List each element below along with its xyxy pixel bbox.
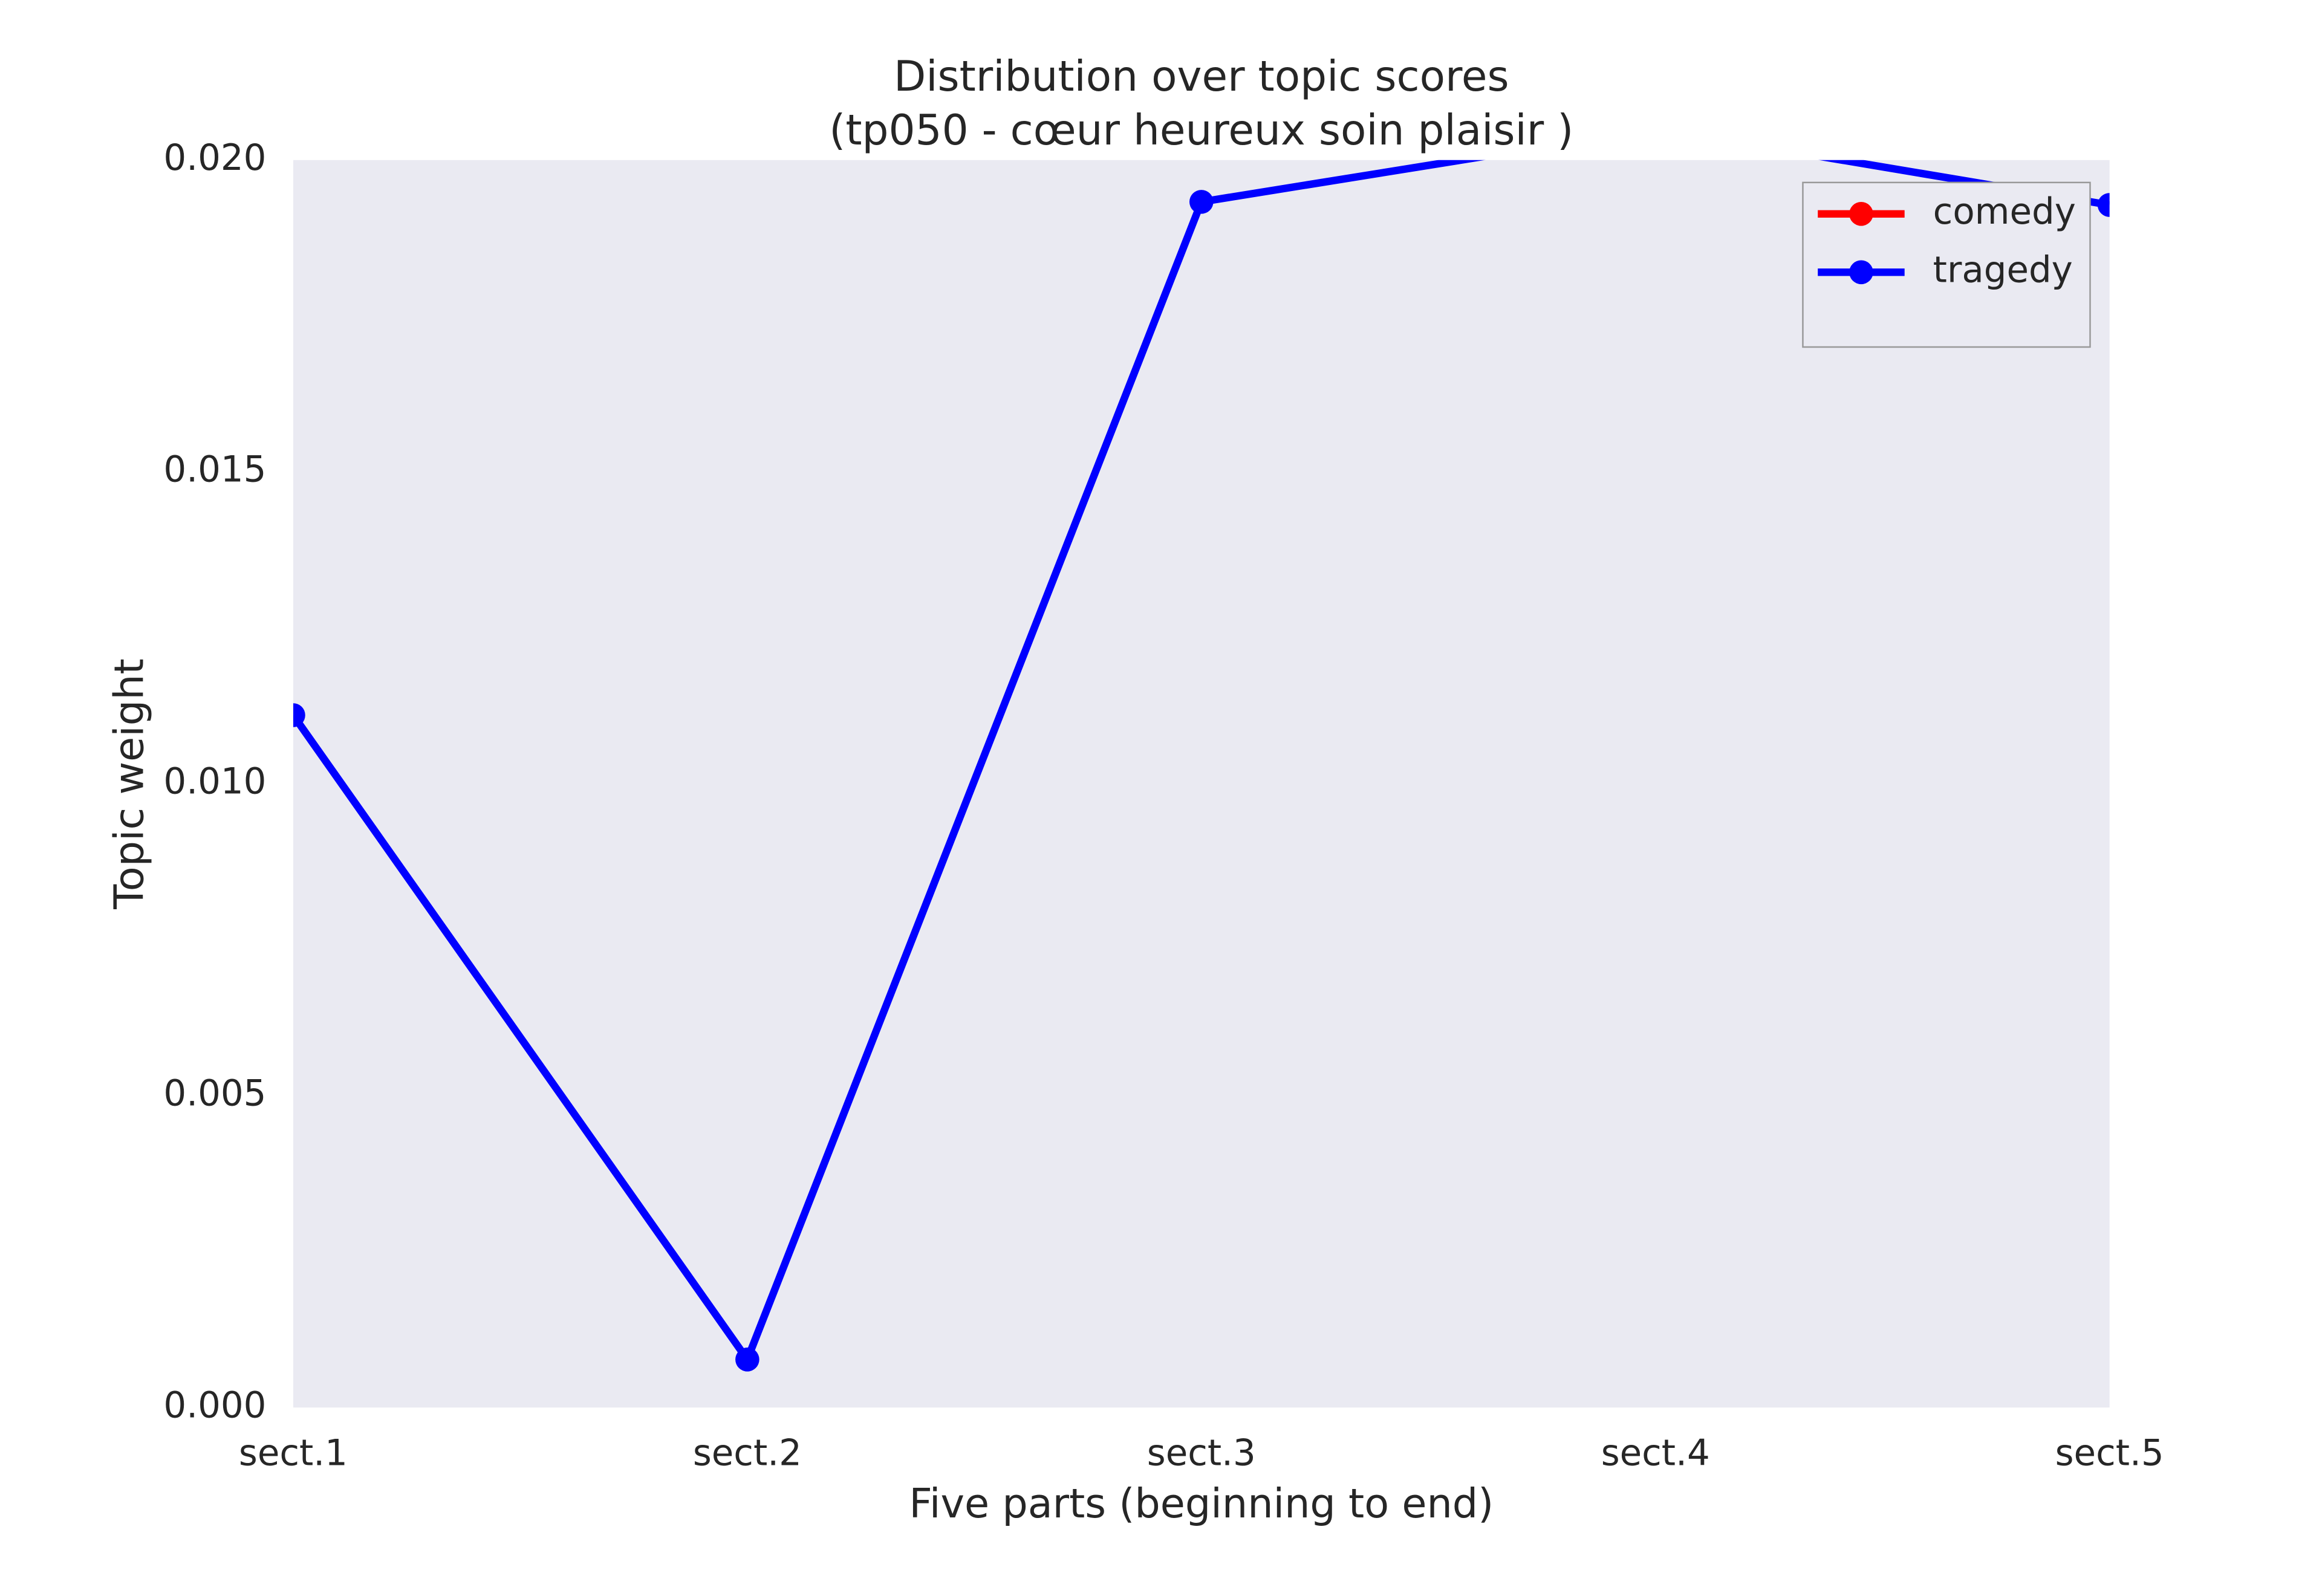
chart-title: Distribution over topic scores [894, 53, 1509, 101]
y-tick-label: 0.015 [163, 449, 266, 491]
y-tick-label: 0.000 [163, 1384, 266, 1426]
y-tick-label: 0.020 [163, 137, 266, 179]
x-tick-label: sect.4 [1601, 1433, 1710, 1474]
x-tick-label: sect.1 [239, 1433, 348, 1474]
y-tick-label: 0.010 [163, 761, 266, 803]
plot-area [293, 160, 2110, 1408]
series-layer [293, 117, 2110, 1372]
x-tick-label: sect.5 [2055, 1433, 2164, 1474]
x-tick-label: sect.2 [693, 1433, 802, 1474]
legend-marker [1849, 260, 1873, 285]
data-point [2097, 193, 2110, 217]
legend-label: tragedy [1933, 249, 2073, 291]
data-point [293, 703, 305, 727]
legend-box [1802, 181, 2091, 348]
data-point [1189, 190, 1214, 214]
chart-subtitle: (tp050 - cœur heureux soin plaisir ) [829, 106, 1573, 155]
y-tick-label: 0.005 [163, 1072, 266, 1114]
data-point [1644, 117, 1668, 141]
x-axis-label: Five parts (beginning to end) [909, 1480, 1494, 1527]
y-axis-label: Topic weight [105, 658, 152, 909]
x-tick-label: sect.3 [1147, 1433, 1256, 1474]
legend-marker [1849, 202, 1873, 226]
data-point [735, 1348, 759, 1372]
legend-label: comedy [1933, 191, 2076, 233]
